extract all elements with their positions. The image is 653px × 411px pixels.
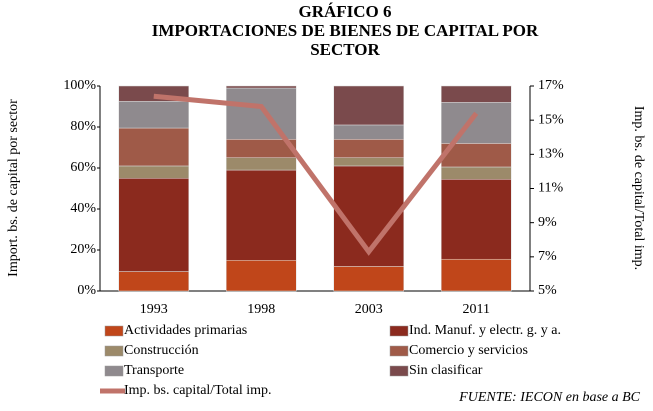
- bar-segment: [441, 85, 512, 103]
- bar-segment: [226, 169, 297, 261]
- y-tick-label: 80%: [70, 119, 96, 134]
- y-tick-label: 100%: [63, 78, 96, 93]
- bar-segment: [226, 87, 297, 140]
- x-tick-label: 2011: [463, 302, 490, 317]
- y-axis-label: Import. bs. de capital por sector: [6, 99, 21, 277]
- y2-tick-label: 9%: [538, 215, 557, 230]
- legend-label: Comercio y servicios: [409, 343, 528, 358]
- title: GRÁFICO 6: [298, 2, 392, 21]
- bar-segment: [441, 258, 512, 292]
- legend-label: Transporte: [124, 363, 184, 378]
- y2-tick-label: 7%: [538, 249, 557, 264]
- y2-tick-label: 15%: [538, 112, 564, 127]
- bar-segment: [118, 101, 189, 129]
- line: [153, 93, 479, 256]
- bar-segment: [333, 157, 404, 167]
- legend-swatch: [104, 365, 124, 377]
- legend-label: Construcción: [124, 343, 199, 358]
- bar-segment: [333, 124, 404, 140]
- bar-segment: [333, 139, 404, 159]
- bar-segment: [118, 127, 189, 167]
- legend-swatch: [104, 325, 124, 337]
- bar-segment: [118, 165, 189, 179]
- legend-swatch: [104, 345, 124, 357]
- bar-segment: [118, 178, 189, 272]
- bar-segment: [226, 157, 297, 171]
- chart-title: GRÁFICO 6 IMPORTACIONES DE BIENES DE CAPI…: [115, 2, 575, 59]
- legend-label: Actividades primarias: [124, 323, 247, 338]
- bar-segment: [226, 85, 297, 89]
- bar-segment: [118, 271, 189, 292]
- y-tick-label: 40%: [70, 201, 96, 216]
- subtitle: IMPORTACIONES DE BIENES DE CAPITAL POR S…: [151, 21, 539, 59]
- y2-tick-label: 11%: [538, 181, 563, 196]
- legend-label: Imp. bs. capital/Total imp.: [124, 383, 272, 398]
- x-tick-label: 1998: [247, 302, 275, 317]
- y2-axis-label: Imp. bs. de capital/Total imp.: [631, 106, 646, 270]
- y2-tick-label: 13%: [538, 147, 564, 162]
- legend-swatch: [389, 365, 409, 377]
- legend-label: Sin clasificar: [409, 363, 483, 378]
- bar-segment: [441, 102, 512, 144]
- legend-label: Ind. Manuf. y electr. g. y a.: [409, 323, 561, 338]
- y-tick-label: 0%: [77, 283, 96, 298]
- bar-segment: [441, 166, 512, 180]
- source: FUENTE: IECON en base a BC: [458, 390, 640, 405]
- bar-segment: [226, 260, 297, 292]
- y2-tick-label: 17%: [538, 78, 564, 93]
- y2-tick-label: 5%: [538, 283, 557, 298]
- legend-swatch: [389, 325, 409, 337]
- x-tick-label: 2003: [355, 302, 383, 317]
- bar-segment: [333, 85, 404, 126]
- bar-segment: [441, 179, 512, 260]
- y-tick-label: 20%: [70, 242, 96, 257]
- y-tick-label: 60%: [70, 160, 96, 175]
- x-tick-label: 1993: [140, 302, 168, 317]
- bar-segment: [333, 266, 404, 292]
- legend-swatch: [389, 345, 409, 357]
